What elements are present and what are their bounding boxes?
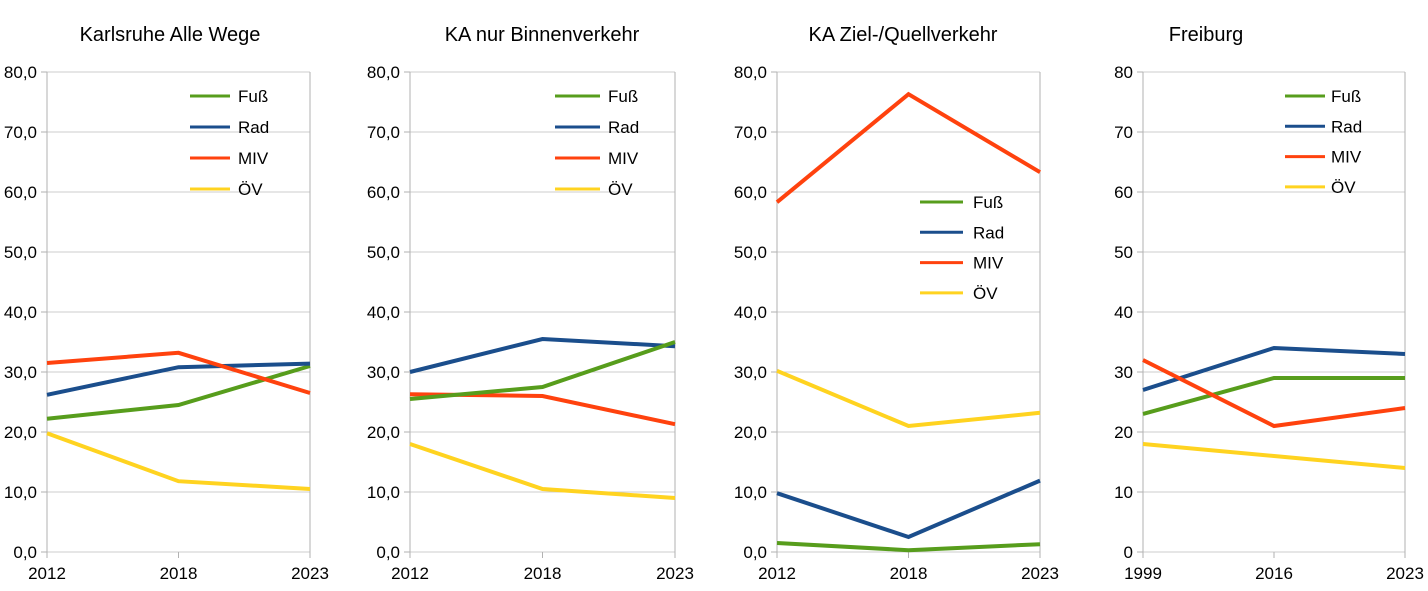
y-tick-label: 50: [1114, 243, 1133, 262]
legend-label-miv: MIV: [608, 149, 639, 168]
legend: Fuß Rad MIV ÖV: [1285, 87, 1362, 197]
y-tick-label: 20,0: [4, 423, 37, 442]
x-tick-label: 2012: [758, 564, 796, 583]
y-tick-label: 80,0: [367, 63, 400, 82]
y-tick-label: 30,0: [734, 363, 767, 382]
y-tick-label: 40,0: [367, 303, 400, 322]
y-tick-label: 0,0: [376, 543, 400, 562]
x-tick-label: 2018: [524, 564, 562, 583]
y-tick-label: 0,0: [13, 543, 37, 562]
x-tick-label: 2023: [1386, 564, 1424, 583]
y-tick-label: 30,0: [367, 363, 400, 382]
y-tick-label: 20: [1114, 423, 1133, 442]
legend-label-oev: ÖV: [1331, 178, 1356, 197]
series-line-oev: [409, 442, 676, 500]
series-line-fuss: [409, 340, 676, 401]
y-tick-label: 70,0: [4, 123, 37, 142]
legend-label-fuss: Fuß: [238, 87, 268, 106]
legend-label-rad: Rad: [973, 223, 1004, 242]
y-tick-label: 80,0: [4, 63, 37, 82]
legend-label-miv: MIV: [1331, 148, 1362, 167]
y-tick-label: 0,0: [743, 543, 767, 562]
y-tick-label: 80: [1114, 63, 1133, 82]
chart-ka-ziel-quellverkehr: 0,0 10,0 20,0 30,0 40,0 50,0 60,0 70,0 80,0 2012 2…: [734, 63, 1059, 583]
series-line-miv: [46, 350, 311, 395]
series-line-rad: [776, 478, 1041, 540]
legend-label-fuss: Fuß: [973, 193, 1003, 212]
x-tick-label: 2023: [1021, 564, 1059, 583]
legend: Fuß Rad MIV ÖV: [920, 193, 1004, 303]
legend-label-fuss: Fuß: [1331, 87, 1361, 106]
chart-karlsruhe-alle-wege: 0,0 10,0 20,0 30,0 40,0 50,0 60,0 70,0 80,0 2012 2…: [4, 63, 329, 583]
series-line-fuss: [46, 364, 311, 421]
x-tick-label: 2012: [391, 564, 429, 583]
y-tick-label: 40: [1114, 303, 1133, 322]
series-line-oev: [46, 431, 311, 491]
chart-ka-nur-binnenverkehr: 0,0 10,0 20,0 30,0 40,0 50,0 60,0 70,0 80,0 2012 2…: [367, 63, 694, 583]
y-tick-label: 60,0: [367, 183, 400, 202]
series-line-miv: [409, 392, 676, 427]
legend-label-oev: ÖV: [238, 180, 263, 199]
series-line-oev: [776, 368, 1041, 429]
y-tick-label: 10,0: [734, 483, 767, 502]
y-tick-label: 60,0: [4, 183, 37, 202]
series-line-oev: [1142, 442, 1406, 470]
y-tick-label: 50,0: [4, 243, 37, 262]
legend-label-fuss: Fuß: [608, 87, 638, 106]
y-tick-label: 10: [1114, 483, 1133, 502]
y-tick-label: 50,0: [367, 243, 400, 262]
legend-label-miv: MIV: [238, 149, 269, 168]
series-line-rad: [1142, 345, 1406, 392]
x-tick-label: 2023: [291, 564, 329, 583]
y-tick-label: 50,0: [734, 243, 767, 262]
chart-title: KA Ziel-/Quellverkehr: [808, 24, 998, 46]
legend-label-rad: Rad: [608, 118, 639, 137]
legend-label-rad: Rad: [238, 118, 269, 137]
chart-title: Freiburg: [1168, 24, 1244, 46]
series-line-rad: [46, 361, 311, 397]
series-line-fuss: [776, 541, 1041, 553]
y-tick-label: 10,0: [4, 483, 37, 502]
y-tick-label: 20,0: [367, 423, 400, 442]
legend: Fuß Rad MIV ÖV: [190, 87, 269, 199]
y-tick-label: 70,0: [734, 123, 767, 142]
chart-freiburg: 0 10 20 30 40 50 60 70 80 1999 2016 2023 Fuß Rad MIV ÖV: [1114, 63, 1424, 583]
x-tick-label: 2012: [28, 564, 66, 583]
series-line-fuss: [1142, 376, 1405, 416]
legend-label-miv: MIV: [973, 254, 1004, 273]
y-tick-label: 30,0: [4, 363, 37, 382]
legend: Fuß Rad MIV ÖV: [555, 87, 639, 199]
y-tick-label: 20,0: [734, 423, 767, 442]
y-tick-label: 40,0: [734, 303, 767, 322]
y-tick-label: 10,0: [367, 483, 400, 502]
y-tick-label: 60: [1114, 183, 1133, 202]
y-tick-label: 70,0: [367, 123, 400, 142]
x-tick-label: 2018: [160, 564, 198, 583]
y-tick-label: 40,0: [4, 303, 37, 322]
y-tick-label: 0: [1124, 543, 1133, 562]
legend-label-oev: ÖV: [973, 284, 998, 303]
y-tick-label: 60,0: [734, 183, 767, 202]
y-tick-label: 30: [1114, 363, 1133, 382]
y-tick-label: 80,0: [734, 63, 767, 82]
series-line-miv: [1142, 358, 1406, 429]
x-tick-label: 2016: [1255, 564, 1293, 583]
series-line-rad: [409, 336, 676, 374]
chart-title: Karlsruhe Alle Wege: [79, 24, 261, 46]
legend-label-rad: Rad: [1331, 117, 1362, 136]
x-tick-label: 1999: [1124, 564, 1162, 583]
legend-label-oev: ÖV: [608, 180, 633, 199]
chart-title: KA nur Binnenverkehr: [444, 24, 640, 46]
series-line-miv: [775, 91, 1042, 204]
x-tick-label: 2018: [890, 564, 928, 583]
y-tick-label: 70: [1114, 123, 1133, 142]
x-tick-label: 2023: [656, 564, 694, 583]
